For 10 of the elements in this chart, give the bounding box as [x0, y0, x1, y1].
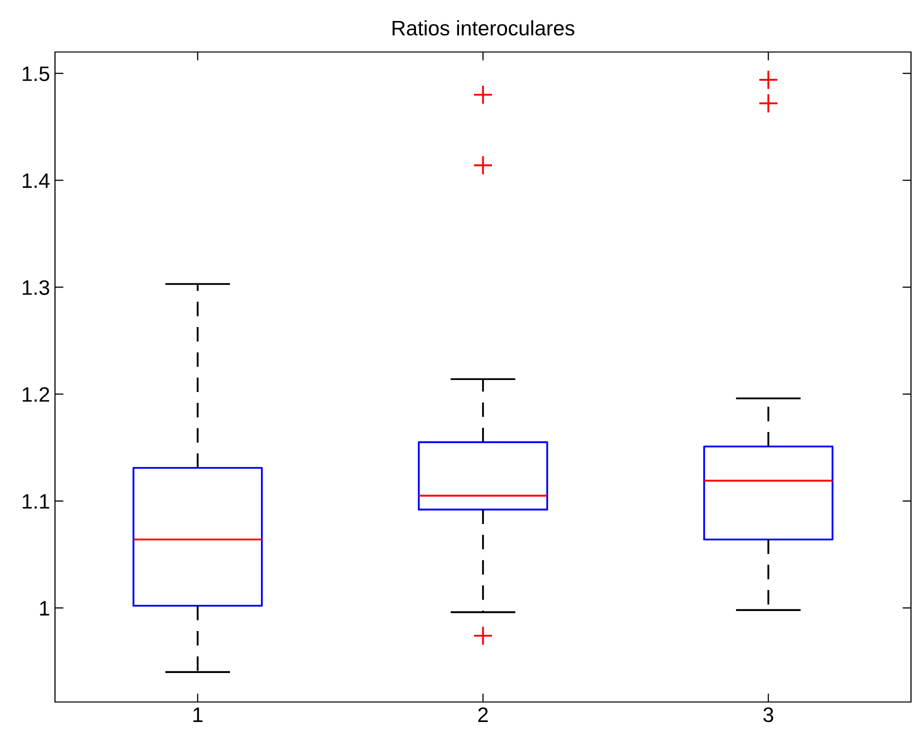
- y-tick-label: 1.2: [22, 387, 50, 402]
- y-tick-label: 1.4: [22, 174, 50, 188]
- x-tick-label: 1: [193, 708, 202, 722]
- y-tick-label: 1.1: [22, 494, 50, 509]
- x-tick-label: 2: [478, 707, 488, 722]
- x-tick-label: 3: [763, 707, 774, 722]
- y-tick-label: 1: [40, 601, 50, 616]
- y-tick-label: 1.3: [22, 280, 50, 295]
- y-tick-label: 1.5: [22, 66, 50, 82]
- chart-title: Ratios interoculares: [392, 20, 574, 36]
